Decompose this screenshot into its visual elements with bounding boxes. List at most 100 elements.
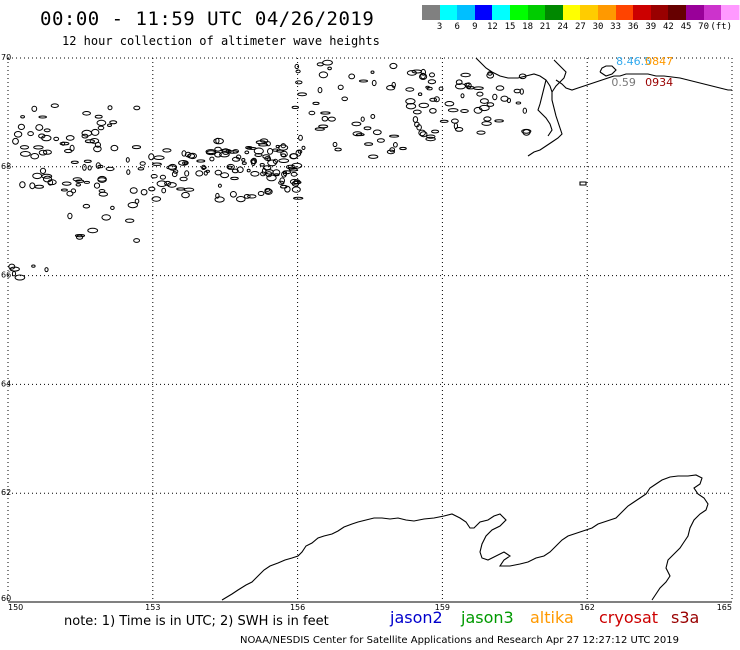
lake-outline: [188, 152, 198, 160]
lake-outline: [129, 187, 138, 194]
lake-outline: [184, 151, 192, 158]
coastline-segment: [551, 59, 567, 93]
lake-outline: [33, 145, 44, 150]
coastline-segment: [537, 79, 553, 137]
lake-outline: [60, 188, 68, 192]
lake-outline: [91, 128, 100, 136]
lake-outline: [196, 159, 206, 163]
lake-outline: [317, 87, 323, 94]
lake-outline: [30, 153, 40, 160]
lake-outline: [83, 180, 91, 184]
lake-outline: [327, 116, 336, 122]
lake-outline: [241, 161, 247, 165]
lake-outline: [221, 148, 230, 155]
lake-outline: [363, 126, 372, 131]
color-scale-tick: 15: [504, 22, 516, 32]
lake-outline: [370, 70, 375, 74]
lake-outline: [19, 181, 26, 189]
lake-outline: [420, 72, 426, 80]
lake-outline: [312, 101, 320, 106]
lake-outline: [181, 191, 190, 199]
lake-outline: [280, 184, 288, 189]
lake-outline: [201, 166, 207, 170]
lake-outline: [81, 129, 93, 137]
color-swatch: [457, 5, 475, 20]
lake-outline: [148, 153, 155, 161]
lake-outline: [214, 151, 222, 158]
color-scale-tick: 30: [592, 22, 604, 32]
lake-outline: [334, 147, 342, 152]
lake-outline: [406, 70, 417, 76]
color-scale-labels: 3 6 9 12 15 18 21 24 27 30 33 36 39 42 45 70 (ft): [422, 22, 740, 34]
lake-outline: [19, 145, 30, 150]
lake-outline: [38, 133, 46, 139]
lake-outline: [355, 133, 365, 137]
lake-outline: [393, 142, 398, 148]
color-scale-tick: 70: [698, 22, 710, 32]
lake-outline: [412, 116, 419, 123]
longitude-tick-label: 165: [717, 603, 732, 612]
lake-outline: [213, 137, 224, 145]
longitude-tick-label: 159: [435, 603, 450, 612]
lake-outline: [53, 136, 60, 142]
lake-outline: [278, 180, 285, 185]
lake-outline: [275, 144, 280, 149]
color-scale-tick: 45: [680, 22, 692, 32]
lake-outline: [97, 177, 107, 182]
lake-outline: [521, 128, 532, 134]
satellite-legend-item: cryosat: [599, 608, 659, 627]
color-swatch: [738, 5, 740, 20]
lake-outline: [293, 179, 301, 185]
color-scale-bar: [422, 5, 740, 20]
lake-outline: [61, 181, 72, 186]
lake-outline: [159, 174, 166, 180]
lake-outline: [93, 182, 101, 189]
lake-outline: [320, 111, 331, 115]
lake-outline: [476, 91, 484, 97]
lake-outline: [126, 169, 131, 175]
lake-outline: [70, 160, 79, 165]
lake-outline: [70, 188, 77, 194]
lake-outline: [43, 128, 51, 133]
lake-outline: [229, 191, 237, 198]
color-scale-tick: 36: [627, 22, 639, 32]
lake-outline: [156, 180, 168, 187]
color-swatch: [439, 5, 458, 20]
lake-outline: [358, 79, 369, 83]
satellite-legend-item: jason3: [461, 608, 514, 627]
lake-outline: [61, 141, 66, 146]
lake-outline: [280, 153, 287, 157]
lake-outline: [13, 131, 23, 138]
lake-outline: [429, 72, 435, 78]
lake-outline: [166, 165, 177, 170]
lake-outline: [518, 73, 527, 80]
color-scale-tick: 21: [539, 22, 551, 32]
lake-outline: [183, 187, 195, 192]
lake-outline: [27, 131, 34, 137]
lake-outline: [425, 136, 436, 142]
coastline-segment: [599, 65, 617, 77]
lake-outline: [94, 114, 103, 119]
lake-outline: [76, 234, 84, 240]
lake-outline: [89, 138, 100, 144]
lake-outline: [473, 86, 484, 90]
lake-outline: [368, 154, 379, 159]
lake-outline: [454, 126, 464, 132]
lake-outline: [483, 116, 492, 122]
lake-outline: [476, 130, 486, 135]
lake-outline: [322, 59, 333, 66]
lake-outline: [181, 150, 187, 157]
lake-outline: [109, 120, 118, 125]
latitude-tick-label: 60: [1, 594, 11, 603]
lake-outline: [479, 98, 489, 104]
lake-outline: [20, 151, 31, 157]
lake-outline: [481, 121, 492, 126]
color-swatch: [580, 5, 598, 20]
observation-label: 8.46.5: [616, 54, 652, 68]
lake-outline: [500, 95, 509, 102]
lake-outline: [39, 167, 47, 174]
lake-outline: [427, 79, 437, 85]
color-swatch: [615, 5, 634, 20]
lake-outline: [83, 159, 92, 164]
color-swatch: [527, 5, 546, 20]
